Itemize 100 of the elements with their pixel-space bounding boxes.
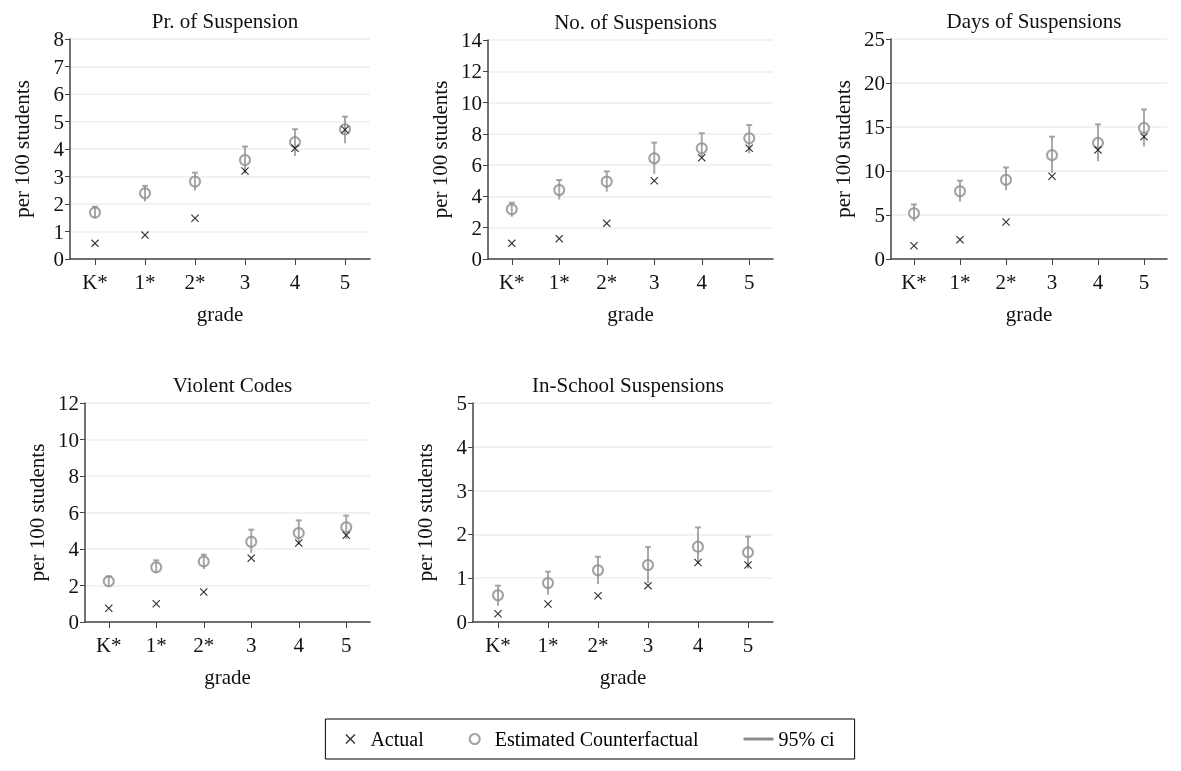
y-tick-label: 2 [456,522,467,547]
y-tick-label: 0 [471,247,482,271]
y-tick-label: 7 [53,54,64,79]
x-tick-label: 1* [949,269,971,294]
chart-title: Days of Suspensions [946,8,1122,33]
y-tick-label: 4 [53,137,65,161]
y-tick-label: 4 [68,537,80,561]
x-axis-title: grade [204,664,251,689]
point [697,153,706,162]
x-tick-label: 5 [341,632,352,657]
point [745,144,754,153]
y-tick-label: 2 [53,192,64,216]
x-tick-label: 5 [744,269,755,294]
y-tick-label: 0 [874,247,885,271]
point [594,591,602,600]
x-tick-label: 2* [587,632,609,657]
x-tick-label: 4 [692,632,704,657]
point [494,609,502,618]
x-tick-label: 1* [548,269,570,294]
chart-title: In-School Suspensions [532,372,724,397]
point [602,219,611,228]
x-tick-label: 5 [742,632,754,657]
point [910,241,918,250]
y-tick-label: 6 [68,500,79,525]
x-tick-label: 1* [145,632,167,657]
y-tick-label: 14 [461,28,483,52]
y-tick-label: 1 [456,566,467,591]
y-axis-title: per 100 students [9,80,34,218]
y-tick-label: 20 [864,71,885,95]
x-tick-label: K* [498,269,525,294]
x-axis-title: grade [599,664,647,689]
legend-label: Actual [370,728,425,750]
x-tick-label: 3 [642,632,654,657]
y-tick-label: 12 [58,391,79,415]
point [294,538,303,547]
y-tick-label: 0 [68,610,79,634]
chart-title: No. of Suspensions [554,9,717,34]
y-axis-title: per 100 students [24,443,49,582]
x-axis-title: grade [1005,301,1053,326]
point [1140,132,1148,141]
x-tick-label: 3 [649,269,660,294]
x-tick-label: 2* [184,269,206,294]
y-axis-title: per 100 students [412,443,437,582]
x-tick-label: K* [95,632,122,657]
y-tick-label: 3 [456,478,467,503]
y-tick-label: 8 [68,464,79,488]
y-tick-label: 5 [874,203,885,227]
y-tick-label: 2 [68,573,79,598]
y-tick-label: 5 [456,391,467,415]
x-axis-title: grade [607,301,654,326]
y-tick-label: 3 [53,164,64,189]
chart-title: Pr. of Suspension [151,8,299,33]
y-tick-label: 10 [461,90,482,115]
y-tick-label: 8 [53,27,64,51]
y-tick-label: 0 [53,247,64,271]
y-tick-label: 0 [456,610,467,634]
point [1048,172,1056,181]
x-tick-label: 4 [289,269,301,294]
x-tick-label: 2* [596,269,618,294]
point [342,531,351,540]
y-tick-label: 1 [53,219,64,244]
x-axis-title: grade [196,301,244,326]
x-tick-label: K* [901,269,927,294]
legend-label: Estimated Counterfactual [494,728,699,750]
x-tick-label: 3 [1046,269,1058,294]
y-tick-label: 10 [864,159,885,183]
point [91,239,99,248]
x-tick-label: 4 [1092,269,1104,294]
x-tick-label: 1* [537,632,559,657]
y-axis-title: per 100 students [427,80,452,219]
y-tick-label: 10 [58,427,79,452]
x-tick-label: K* [82,269,108,294]
x-tick-label: 2* [193,632,215,657]
y-tick-label: 2 [471,215,482,240]
point [644,581,652,590]
point [956,235,964,244]
y-tick-label: 4 [471,184,483,209]
point [199,588,208,597]
x-tick-label: 2* [995,269,1017,294]
x-tick-label: 3 [239,269,251,294]
y-tick-label: 6 [53,82,64,106]
y-axis-title: per 100 students [830,80,855,218]
x-tick-label: 3 [246,632,257,657]
point [104,604,113,613]
point [507,239,516,248]
point [694,558,702,567]
y-tick-label: 5 [53,109,64,134]
y-tick-label: 12 [461,59,482,84]
chart-title: Violent Codes [172,372,293,397]
y-tick-label: 6 [471,153,482,178]
text: 95% ci [778,728,836,750]
y-tick-label: 8 [471,121,482,146]
x-tick-label: 5 [339,269,351,294]
point [555,234,564,243]
x-tick-label: 5 [1138,269,1150,294]
point [650,176,659,185]
point [152,599,161,608]
x-tick-label: 4 [696,269,708,294]
x-tick-label: 4 [293,632,305,657]
y-tick-label: 25 [864,27,885,51]
